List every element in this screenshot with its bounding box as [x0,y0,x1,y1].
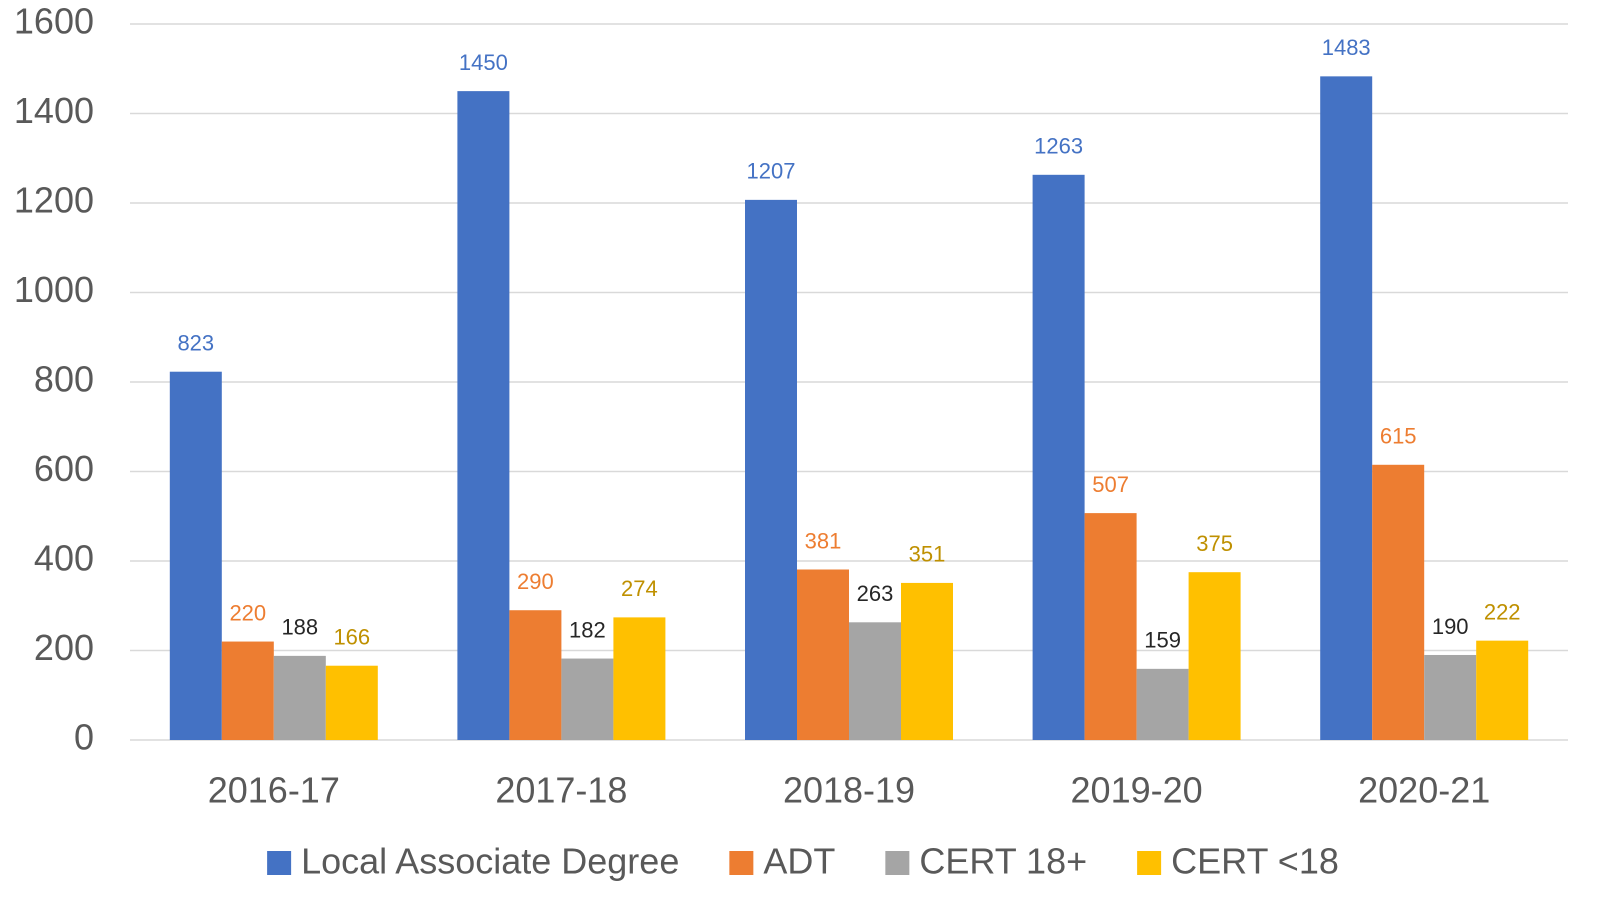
bar [1084,513,1137,740]
data-label: 1483 [1322,35,1371,60]
bar [901,582,953,740]
data-label: 1263 [1034,134,1083,159]
bar [509,610,562,740]
bar [169,371,222,740]
data-label: 263 [857,581,894,606]
legend-swatch [267,851,292,875]
data-label: 190 [1432,614,1469,639]
x-tick-label: 2020-21 [1358,770,1490,811]
y-tick-label: 600 [34,448,94,489]
data-label: 166 [333,625,370,650]
bar [1424,654,1477,740]
data-label: 351 [909,542,946,567]
bar [273,655,326,740]
bar [1032,174,1085,740]
bar [1136,668,1189,740]
data-label: 274 [621,576,658,601]
bar [797,569,849,740]
bar [1320,76,1373,741]
data-label: 220 [229,600,266,625]
x-tick-label: 2019-20 [1071,770,1203,811]
y-tick-label: 1400 [14,90,94,131]
x-tick-label: 2017-18 [495,770,627,811]
data-label: 222 [1484,599,1521,624]
legend-label: CERT <18 [1171,841,1339,882]
bar [745,199,797,740]
bar [325,665,378,740]
data-label: 381 [805,528,842,553]
y-tick-label: 1000 [14,269,94,310]
data-label: 182 [569,617,606,642]
y-tick-label: 0 [74,717,94,758]
data-label: 375 [1196,531,1233,556]
legend-swatch [885,851,910,875]
data-label: 290 [517,569,554,594]
legend-swatch [729,851,754,875]
data-label: 1207 [747,159,796,184]
y-tick-label: 800 [34,359,94,400]
bar [457,91,510,740]
legend-swatch [1137,851,1162,875]
legend-label: CERT 18+ [919,841,1087,882]
y-tick-label: 400 [34,538,94,579]
data-label: 507 [1092,472,1129,497]
bar [849,622,901,740]
bar [1188,572,1241,740]
bar [1476,640,1529,740]
bar [561,658,614,740]
x-tick-label: 2018-19 [783,770,915,811]
legend-label: Local Associate Degree [301,841,679,882]
data-label: 1450 [459,50,508,75]
bar [613,617,666,740]
data-label: 188 [281,615,318,640]
data-label: 159 [1144,628,1181,653]
y-tick-label: 200 [34,627,94,668]
data-label: 823 [177,331,214,356]
data-label: 615 [1380,424,1417,449]
x-tick-label: 2016-17 [208,770,340,811]
y-tick-label: 1200 [14,180,94,221]
y-tick-label: 1600 [14,1,94,42]
legend-label: ADT [763,841,835,882]
bar [1372,464,1425,740]
bar [221,641,274,740]
